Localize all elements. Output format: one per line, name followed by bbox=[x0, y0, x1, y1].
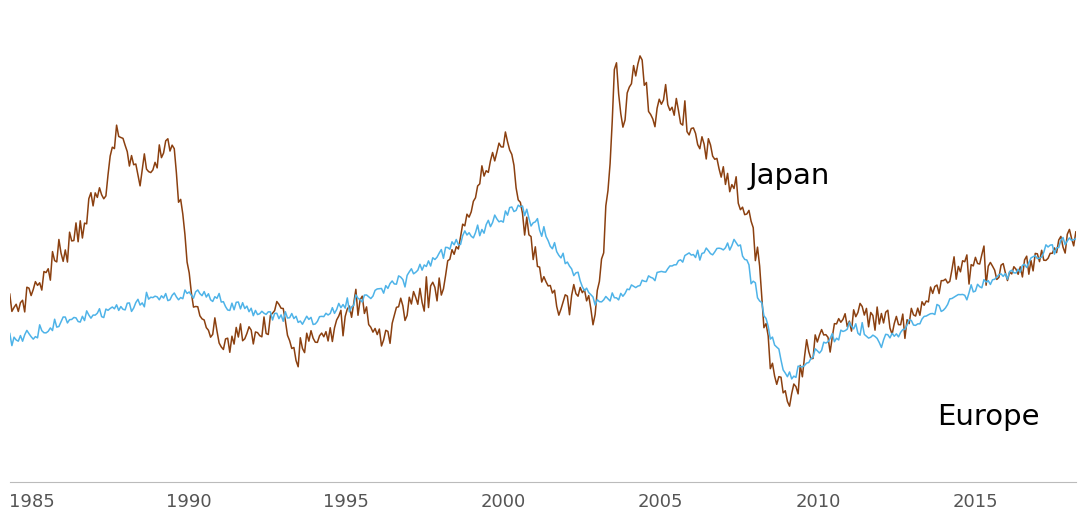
Text: Europe: Europe bbox=[937, 403, 1040, 431]
Text: Japan: Japan bbox=[748, 162, 831, 190]
